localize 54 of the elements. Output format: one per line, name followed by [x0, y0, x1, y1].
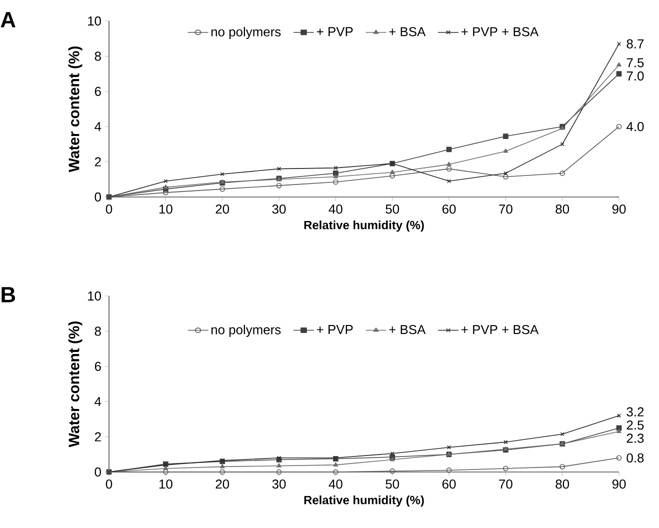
- y-tick-label: 0: [94, 467, 101, 477]
- x-tick-label: 0: [106, 480, 112, 489]
- y-axis-title: Water content (%): [68, 46, 82, 172]
- chart-title: B: [2, 287, 16, 302]
- x-tick-label: 10: [159, 204, 172, 214]
- data-label: 0.8: [626, 453, 644, 462]
- data-label: 7.5: [626, 58, 644, 68]
- y-tick-label: 10: [88, 291, 101, 301]
- legend-label: + BSA: [389, 27, 426, 36]
- x-tick-label: 70: [499, 480, 512, 489]
- legend-label: + PVP + BSA: [461, 27, 539, 36]
- data-label: 3.2: [626, 407, 644, 416]
- x-axis-title: Relative humidity (%): [304, 496, 424, 507]
- data-label: 7.0: [626, 71, 644, 81]
- y-tick-label: 8: [94, 326, 101, 336]
- x-tick-label: 40: [328, 480, 342, 489]
- y-tick-label: 4: [94, 397, 102, 406]
- data-label: 2.3: [626, 434, 644, 443]
- x-tick-label: 20: [216, 204, 230, 214]
- legend-label: + BSA: [389, 324, 426, 334]
- x-tick-label: 20: [216, 480, 230, 489]
- x-tick-label: 10: [159, 480, 172, 489]
- x-tick-label: 50: [386, 204, 400, 214]
- x-tick-label: 80: [556, 480, 570, 489]
- y-tick-label: 10: [88, 16, 101, 26]
- y-tick-label: 2: [94, 432, 101, 442]
- legend-label: + PVP + BSA: [461, 324, 539, 334]
- y-axis-title: Water content (%): [68, 322, 82, 448]
- x-tick-label: 70: [499, 204, 512, 214]
- x-tick-label: 60: [442, 204, 456, 214]
- y-tick-label: 0: [94, 192, 101, 202]
- chart-title: A: [0, 12, 16, 28]
- legend-label: no polymers: [211, 26, 281, 39]
- legend-label: no polymers: [211, 324, 281, 337]
- x-tick-label: 30: [272, 480, 286, 489]
- y-tick-label: 6: [94, 362, 101, 371]
- y-tick-label: 2: [94, 157, 101, 166]
- x-tick-label: 50: [386, 480, 400, 489]
- y-tick-label: 6: [94, 86, 101, 96]
- y-tick-label: 4: [94, 122, 102, 132]
- x-tick-label: 90: [612, 204, 626, 214]
- x-tick-label: 30: [272, 204, 286, 214]
- x-tick-label: 40: [328, 204, 342, 214]
- data-label: 8.7: [626, 39, 644, 48]
- x-axis-title: Relative humidity (%): [304, 220, 424, 232]
- data-label: 4.0: [626, 122, 644, 132]
- x-tick-label: 80: [556, 204, 570, 214]
- y-tick-label: 8: [94, 52, 101, 61]
- x-tick-label: 0: [106, 204, 112, 214]
- data-label: 2.5: [626, 420, 644, 430]
- x-tick-label: 60: [442, 480, 456, 489]
- x-tick-label: 90: [612, 480, 626, 489]
- legend-label: + PVP: [316, 27, 353, 36]
- legend-label: + PVP: [316, 325, 353, 334]
